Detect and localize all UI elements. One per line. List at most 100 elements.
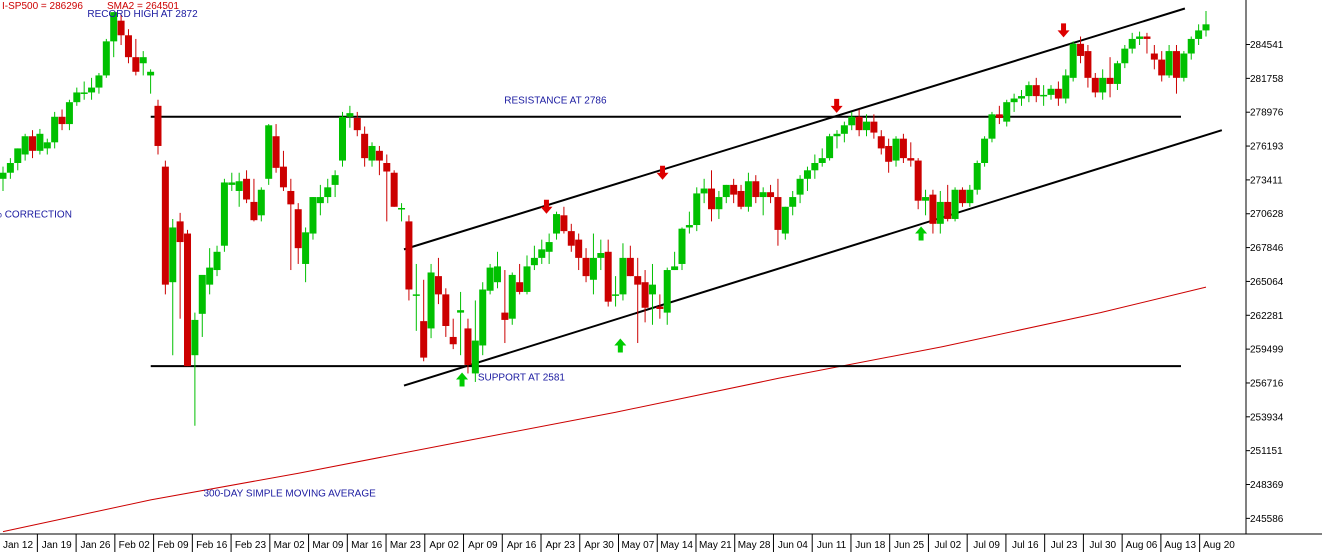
candle [486, 263, 494, 295]
candle-body [1040, 94, 1048, 97]
candle [981, 136, 989, 167]
candle-body [324, 187, 332, 198]
candle [29, 130, 37, 159]
candle-body [420, 321, 428, 358]
candle [722, 184, 730, 204]
candle-body [353, 117, 361, 131]
x-tick-label: May 21 [699, 540, 732, 551]
candle-body [1032, 85, 1040, 97]
candle-body [139, 57, 147, 64]
candle [154, 99, 162, 155]
candle [811, 154, 819, 179]
candle [1091, 72, 1099, 98]
candle [597, 239, 605, 271]
candle [243, 170, 251, 204]
candle-body [1202, 24, 1210, 31]
x-tick-label: Feb 02 [119, 540, 151, 551]
candle-body [1187, 38, 1195, 54]
candle-body [619, 257, 627, 295]
candle [132, 38, 140, 76]
candle [250, 178, 258, 222]
candle-body [1010, 98, 1018, 103]
candle [161, 160, 169, 295]
candle [457, 291, 465, 356]
candle [36, 128, 44, 155]
x-tick-label: Mar 09 [312, 540, 344, 551]
candle [235, 172, 243, 207]
candle [789, 190, 797, 216]
candle-body [1054, 88, 1062, 99]
candle [840, 121, 848, 143]
candle [405, 215, 413, 301]
candle [545, 233, 553, 264]
candle [892, 136, 900, 167]
candle [361, 126, 369, 167]
y-tick-label: 248369 [1250, 480, 1284, 491]
candle [6, 158, 14, 179]
candle-body [1128, 38, 1136, 49]
candle [708, 170, 716, 222]
candle-body [759, 192, 767, 198]
candle-body [944, 201, 952, 219]
candle-body [604, 251, 612, 302]
candle [1062, 69, 1070, 104]
candle [863, 114, 871, 137]
candle [442, 288, 450, 337]
candle-body [405, 221, 413, 290]
candle-body [744, 181, 752, 207]
candle-body [1180, 53, 1188, 78]
candle [265, 124, 273, 185]
candle-body [346, 113, 354, 117]
candle [826, 133, 834, 161]
candle-body [626, 257, 634, 277]
candle [936, 190, 944, 234]
y-tick-label: 256716 [1250, 378, 1284, 389]
candle-body [434, 276, 442, 295]
candle [1025, 81, 1033, 103]
candle-body [693, 193, 701, 226]
candle-body [700, 188, 708, 194]
candle-body [398, 208, 406, 210]
down-arrow-icon [656, 165, 669, 180]
candle [147, 69, 155, 94]
candle-body [922, 197, 930, 201]
candle [663, 267, 671, 325]
candle [648, 263, 656, 325]
candle-body [479, 289, 487, 346]
candle [848, 111, 856, 131]
candle [1158, 51, 1166, 82]
candle-body [88, 87, 96, 93]
candle-body [1158, 59, 1166, 76]
candle-body [29, 136, 37, 151]
candle-body [951, 189, 959, 219]
candle-body [634, 276, 642, 285]
candle [774, 178, 782, 246]
candle [818, 148, 826, 167]
chart-annotation: RESISTANCE AT 2786 [504, 95, 607, 106]
candle-body [958, 189, 966, 204]
candle-body [132, 57, 140, 72]
candle [1172, 45, 1180, 94]
y-tick-label: 262281 [1250, 311, 1284, 322]
candle [198, 274, 206, 337]
index-readout: I-SP500 = 286296 [2, 1, 83, 12]
candle-body [235, 181, 243, 191]
candle-body [1084, 51, 1092, 78]
candle-body [95, 75, 103, 88]
candle [0, 166, 7, 191]
candle-body [892, 138, 900, 161]
candle-body [523, 266, 531, 292]
candle-body [803, 170, 811, 179]
candle [1010, 93, 1018, 112]
candle [656, 294, 664, 319]
candle [191, 312, 199, 426]
candle-body [1172, 51, 1180, 78]
candle [589, 233, 597, 295]
x-tick-layer: Jan 12 Jan 19 Jan 26 Feb 02 Feb 09 Feb 16 Feb … [3, 534, 1235, 552]
candle-body [471, 340, 479, 374]
x-tick-label: Apr 09 [468, 540, 498, 551]
candle-body [390, 172, 398, 207]
y-tick-label: 253934 [1250, 412, 1284, 423]
candle-body [338, 116, 346, 161]
